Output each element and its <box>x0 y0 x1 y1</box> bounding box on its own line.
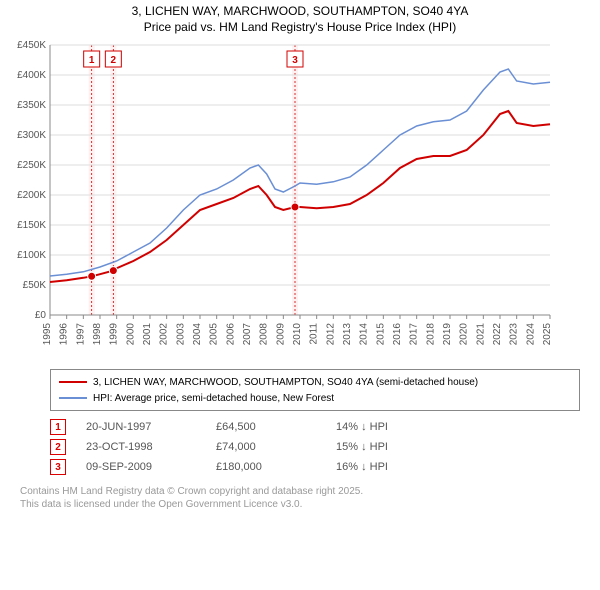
title-line-2: Price paid vs. HM Land Registry's House … <box>0 20 600 36</box>
svg-text:2005: 2005 <box>209 323 220 346</box>
svg-text:£350K: £350K <box>17 100 46 111</box>
transaction-delta: 14% ↓ HPI <box>336 421 388 433</box>
svg-text:2020: 2020 <box>459 323 470 346</box>
svg-text:2006: 2006 <box>225 323 236 346</box>
svg-text:2019: 2019 <box>442 323 453 346</box>
svg-text:2016: 2016 <box>392 323 403 346</box>
legend-label: 3, LICHEN WAY, MARCHWOOD, SOUTHAMPTON, S… <box>93 377 478 388</box>
svg-text:2012: 2012 <box>325 323 336 346</box>
svg-text:1999: 1999 <box>109 323 120 346</box>
svg-text:3: 3 <box>292 55 298 66</box>
svg-text:£400K: £400K <box>17 70 46 81</box>
svg-text:£100K: £100K <box>17 250 46 261</box>
svg-text:1997: 1997 <box>75 323 86 346</box>
legend-label: HPI: Average price, semi-detached house,… <box>93 393 334 404</box>
price-chart: £0 £50K £100K £150K £200K £250K £300K £350K £400… <box>0 35 560 365</box>
transactions-table: 1 20-JUN-1997 £64,500 14% ↓ HPI 2 23-OCT-1998… <box>50 417 580 477</box>
legend-row: 3, LICHEN WAY, MARCHWOOD, SOUTHAMPTON, S… <box>59 374 571 390</box>
svg-text:2008: 2008 <box>259 323 270 346</box>
transaction-price: £180,000 <box>216 461 316 473</box>
marker-dot-1 <box>88 272 96 280</box>
svg-text:2022: 2022 <box>492 323 503 346</box>
svg-text:1995: 1995 <box>42 323 53 346</box>
footer-line-1: Contains HM Land Registry data © Crown c… <box>20 485 580 498</box>
svg-text:2023: 2023 <box>509 323 520 346</box>
svg-text:2010: 2010 <box>292 323 303 346</box>
transaction-date: 20-JUN-1997 <box>86 421 196 433</box>
svg-text:2002: 2002 <box>159 323 170 346</box>
transaction-badge: 3 <box>50 459 66 475</box>
svg-text:2018: 2018 <box>425 323 436 346</box>
svg-text:2015: 2015 <box>375 323 386 346</box>
title-line-1: 3, LICHEN WAY, MARCHWOOD, SOUTHAMPTON, S… <box>0 4 600 20</box>
transaction-price: £64,500 <box>216 421 316 433</box>
svg-text:2007: 2007 <box>242 323 253 346</box>
transaction-row: 3 09-SEP-2009 £180,000 16% ↓ HPI <box>50 457 580 477</box>
marker-dot-2 <box>109 267 117 275</box>
svg-text:£250K: £250K <box>17 160 46 171</box>
marker-dot-3 <box>291 203 299 211</box>
transaction-date: 09-SEP-2009 <box>86 461 196 473</box>
footer-line-2: This data is licensed under the Open Gov… <box>20 498 580 511</box>
svg-text:2004: 2004 <box>192 323 203 346</box>
svg-text:£200K: £200K <box>17 190 46 201</box>
svg-text:£50K: £50K <box>23 280 47 291</box>
svg-text:2017: 2017 <box>409 323 420 346</box>
svg-text:2021: 2021 <box>475 323 486 346</box>
transaction-delta: 16% ↓ HPI <box>336 461 388 473</box>
svg-text:2000: 2000 <box>125 323 136 346</box>
transaction-badge: 1 <box>50 419 66 435</box>
svg-text:£300K: £300K <box>17 130 46 141</box>
transaction-row: 1 20-JUN-1997 £64,500 14% ↓ HPI <box>50 417 580 437</box>
svg-text:1: 1 <box>89 55 95 66</box>
legend-row: HPI: Average price, semi-detached house,… <box>59 390 571 406</box>
svg-text:1996: 1996 <box>59 323 70 346</box>
svg-text:2: 2 <box>111 55 117 66</box>
svg-text:2024: 2024 <box>525 323 536 346</box>
svg-text:2001: 2001 <box>142 323 153 346</box>
svg-text:£150K: £150K <box>17 220 46 231</box>
transaction-delta: 15% ↓ HPI <box>336 441 388 453</box>
legend-swatch <box>59 397 87 399</box>
svg-text:£0: £0 <box>35 310 47 321</box>
svg-text:1998: 1998 <box>92 323 103 346</box>
svg-text:2014: 2014 <box>359 323 370 346</box>
chart-title: 3, LICHEN WAY, MARCHWOOD, SOUTHAMPTON, S… <box>0 0 600 35</box>
svg-text:2009: 2009 <box>275 323 286 346</box>
transaction-date: 23-OCT-1998 <box>86 441 196 453</box>
svg-text:£450K: £450K <box>17 40 46 51</box>
transaction-row: 2 23-OCT-1998 £74,000 15% ↓ HPI <box>50 437 580 457</box>
footer: Contains HM Land Registry data © Crown c… <box>20 485 580 511</box>
legend-swatch <box>59 381 87 383</box>
transaction-price: £74,000 <box>216 441 316 453</box>
svg-text:2003: 2003 <box>175 323 186 346</box>
svg-text:2025: 2025 <box>542 323 553 346</box>
svg-text:2013: 2013 <box>342 323 353 346</box>
transaction-badge: 2 <box>50 439 66 455</box>
chart-container: £0 £50K £100K £150K £200K £250K £300K £350K £400… <box>0 35 600 365</box>
svg-text:2011: 2011 <box>309 323 320 345</box>
legend: 3, LICHEN WAY, MARCHWOOD, SOUTHAMPTON, S… <box>50 369 580 411</box>
